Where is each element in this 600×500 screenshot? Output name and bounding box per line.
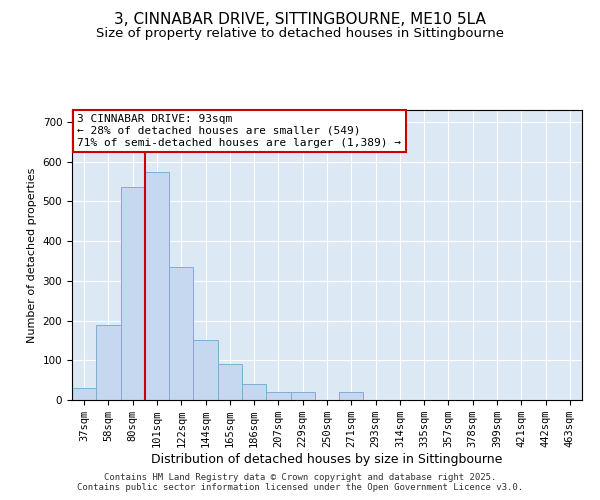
Bar [266,392,290,400]
Bar [290,392,315,400]
Text: Size of property relative to detached houses in Sittingbourne: Size of property relative to detached ho… [96,28,504,40]
Text: Contains HM Land Registry data © Crown copyright and database right 2025.
Contai: Contains HM Land Registry data © Crown c… [77,473,523,492]
Bar [193,340,218,400]
Bar [145,172,169,400]
Bar [242,384,266,400]
Text: 3 CINNABAR DRIVE: 93sqm
← 28% of detached houses are smaller (549)
71% of semi-d: 3 CINNABAR DRIVE: 93sqm ← 28% of detache… [77,114,401,148]
Y-axis label: Number of detached properties: Number of detached properties [27,168,37,342]
Bar [339,392,364,400]
Bar [169,267,193,400]
X-axis label: Distribution of detached houses by size in Sittingbourne: Distribution of detached houses by size … [151,453,503,466]
Bar [72,388,96,400]
Bar [121,188,145,400]
Text: 3, CINNABAR DRIVE, SITTINGBOURNE, ME10 5LA: 3, CINNABAR DRIVE, SITTINGBOURNE, ME10 5… [114,12,486,28]
Bar [218,364,242,400]
Bar [96,324,121,400]
